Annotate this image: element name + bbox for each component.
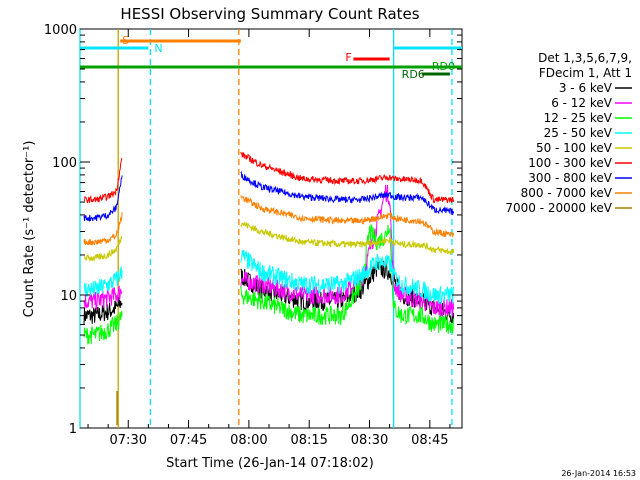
plot-area: S N F RD0 RD6	[79, 28, 463, 429]
y-tick-label-2: 100	[52, 156, 77, 171]
series-line-7-seg-1	[240, 195, 455, 238]
legend-label-8: 7000 - 20000 keV	[505, 201, 612, 215]
flag-label-rd6: RD6	[402, 68, 425, 81]
flag-label-n: N	[154, 42, 162, 55]
x-tick-label-0: 07:30	[110, 433, 147, 448]
series-line-4-seg-0	[83, 236, 123, 262]
x-axis: 07:30 07:45 08:00 08:15 08:30 08:45	[87, 29, 451, 448]
y-axis: 1 10 100 1000	[44, 23, 462, 437]
series-line-4-seg-1	[240, 221, 455, 255]
legend-label-3: 25 - 50 keV	[544, 126, 613, 140]
legend-label-4: 50 - 100 keV	[536, 141, 613, 155]
x-axis-title: Start Time (26-Jan-14 07:18:02)	[166, 456, 374, 471]
legend: Det 1,3,5,6,7,9, FDecim 1, Att 1 3 - 6 k…	[505, 51, 632, 215]
legend-header-2: FDecim 1, Att 1	[539, 66, 632, 80]
legend-label-0: 3 - 6 keV	[559, 81, 613, 95]
legend-label-7: 800 - 7000 keV	[521, 186, 613, 200]
legend-label-6: 300 - 800 keV	[528, 171, 612, 185]
legend-header-1: Det 1,3,5,6,7,9,	[538, 51, 632, 65]
series-line-2-seg-1	[240, 223, 455, 334]
x-tick-label-3: 08:15	[290, 433, 327, 448]
y-tick-label-1: 10	[60, 289, 77, 304]
series-line-0-seg-0	[83, 296, 123, 325]
series-line-5-seg-0	[83, 157, 123, 204]
y-tick-label-3: 1000	[44, 23, 77, 38]
flag-label-rd0: RD0	[432, 60, 455, 73]
legend-label-2: 12 - 25 keV	[544, 111, 613, 125]
y-tick-label-0: 1	[69, 422, 77, 437]
series-line-7-seg-0	[83, 212, 123, 246]
plot-frame	[79, 28, 463, 429]
x-tick-label-1: 07:45	[170, 433, 207, 448]
series-line-3-seg-1	[240, 249, 455, 305]
series-line-2-seg-0	[83, 310, 123, 345]
series-line-1-seg-1	[240, 184, 455, 318]
chart-title: HESSI Observing Summary Count Rates	[120, 5, 419, 23]
series-line-6-seg-0	[83, 175, 123, 223]
flag-label-s: S	[122, 34, 129, 47]
flag-label-f: F	[345, 51, 351, 64]
series-line-6-seg-1	[240, 170, 455, 216]
timestamp: 26-Jan-2014 16:53	[561, 469, 636, 478]
x-tick-label-4: 08:30	[351, 433, 388, 448]
legend-label-5: 100 - 300 keV	[528, 156, 612, 170]
series-line-5-seg-1	[240, 151, 455, 204]
x-tick-label-2: 08:00	[230, 433, 267, 448]
x-tick-label-5: 08:45	[411, 433, 448, 448]
series-line-3-seg-0	[83, 266, 123, 298]
series-line-1-seg-0	[83, 285, 123, 310]
legend-label-1: 6 - 12 keV	[551, 96, 613, 110]
y-axis-title: Count Rate (s⁻¹ detector⁻¹)	[22, 141, 37, 318]
